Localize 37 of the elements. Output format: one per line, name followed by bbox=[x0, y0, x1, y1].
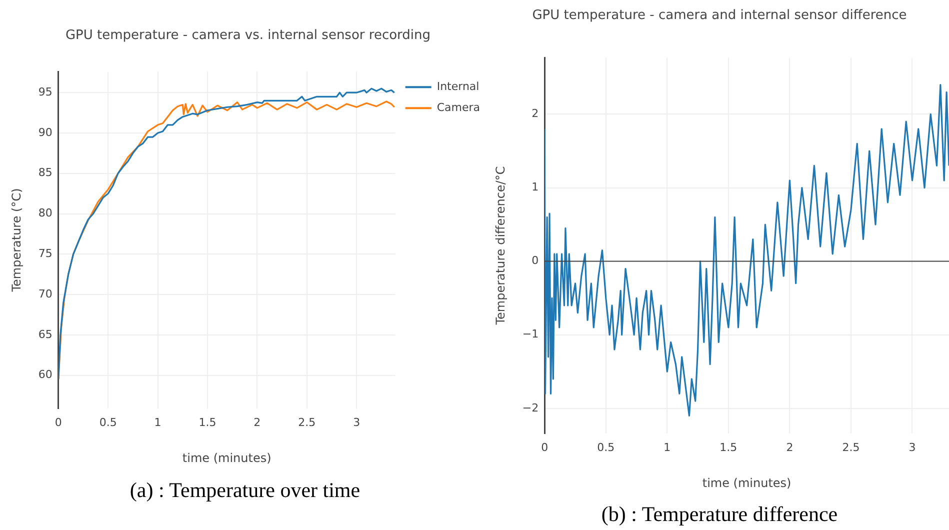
text: (a) : Temperature over time bbox=[128, 478, 362, 503]
x-tick-label: 0.5 bbox=[99, 416, 117, 429]
x-tick-label: 2 bbox=[254, 416, 261, 429]
y-tick-label: 75 bbox=[38, 246, 52, 260]
x-axis-title: time (minutes) bbox=[702, 476, 792, 490]
chart-title: GPU temperature - camera and internal sensor difference bbox=[532, 8, 907, 24]
x-tick-label: 2.5 bbox=[842, 440, 860, 454]
y-tick-label: 85 bbox=[38, 166, 52, 180]
x-tick-label: 0 bbox=[541, 440, 548, 454]
legend-label: Camera bbox=[436, 100, 480, 114]
y-tick-label: 90 bbox=[38, 126, 52, 139]
x-tick-label: 1 bbox=[664, 440, 671, 454]
x-tick-label: 1 bbox=[154, 416, 162, 429]
y-axis-title: Temperature (°C) bbox=[9, 188, 24, 293]
x-tick-label: 3 bbox=[908, 440, 916, 454]
y-tick-label: 1 bbox=[532, 180, 539, 194]
y-tick-label: 95 bbox=[38, 85, 52, 98]
chart-title: GPU temperature - camera vs. internal sensor recording bbox=[65, 28, 431, 44]
text: (b) : Temperature difference bbox=[600, 502, 839, 527]
x-axis-title: time (minutes) bbox=[182, 450, 272, 465]
y-tick-label: 2 bbox=[532, 107, 539, 120]
y-tick-label: 60 bbox=[38, 368, 52, 382]
x-tick-label: 1.5 bbox=[720, 440, 738, 454]
x-tick-label: 0 bbox=[54, 416, 62, 429]
y-tick-label: 65 bbox=[38, 328, 52, 341]
y-axis-title: Temperature difference/°C bbox=[493, 166, 508, 326]
x-tick-label: 2 bbox=[786, 440, 794, 454]
y-tick-label: −2 bbox=[522, 401, 539, 414]
legend-label: Internal bbox=[436, 80, 480, 93]
x-tick-label: 3 bbox=[353, 416, 360, 429]
x-tick-label: 1.5 bbox=[198, 416, 216, 429]
y-tick-label: 0 bbox=[532, 254, 539, 268]
y-tick-label: 80 bbox=[38, 206, 52, 220]
y-tick-label: −1 bbox=[522, 328, 539, 341]
x-tick-label: 2.5 bbox=[298, 416, 316, 429]
y-tick-label: 70 bbox=[38, 287, 52, 300]
x-tick-label: 0.5 bbox=[597, 440, 615, 454]
